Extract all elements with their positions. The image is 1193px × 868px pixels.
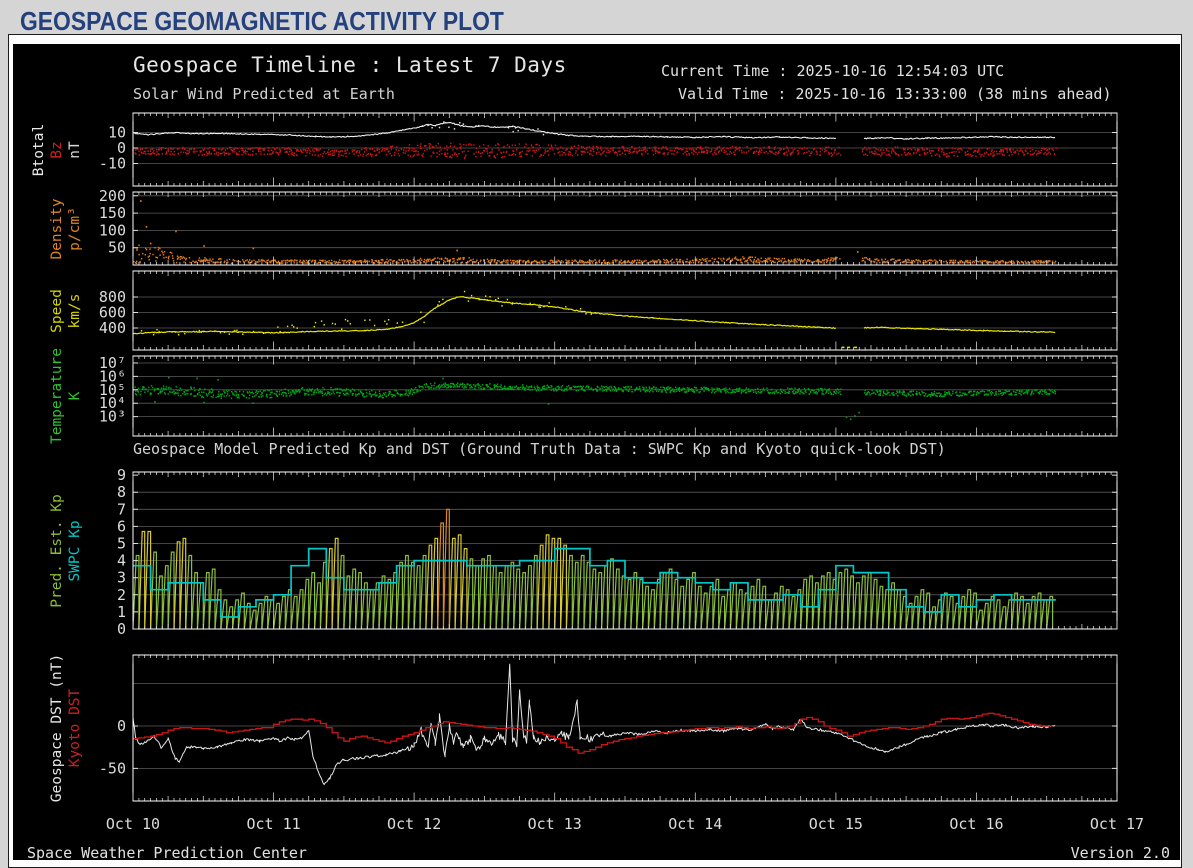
y-tick-label-tmp: 10⁷ [99, 354, 126, 372]
chart-title: Geospace Timeline : Latest 7 Days [133, 53, 567, 77]
y-tick-label-den: 150 [99, 204, 126, 222]
x-tick-label: Oct 14 [668, 815, 723, 833]
y-tick-label-kp: 6 [117, 517, 126, 535]
temperature-outliers [154, 376, 860, 421]
y-tick-label-b: 10 [108, 124, 126, 142]
tick-comb-den [132, 192, 1118, 265]
speed-trace [132, 296, 837, 335]
panel-frame-spd [132, 270, 1118, 351]
pred-kp-bars [437, 508, 450, 630]
y-tick-label-kp: 2 [117, 586, 126, 604]
y-ticks-spd [133, 296, 1117, 329]
temperature-scatter [132, 382, 1057, 400]
y-tick-label-spd: 400 [99, 319, 126, 337]
speed-trace [863, 326, 1056, 334]
y-tick-label-den: 200 [99, 187, 126, 205]
temperature-axis-label: Temperature [49, 347, 65, 445]
tick-comb-spd [132, 271, 1118, 350]
y-tick-label-kp: 1 [117, 603, 126, 621]
btotal-trace [132, 121, 836, 140]
x-tick-label: Oct 15 [808, 815, 863, 833]
y-tick-label-b: 0 [117, 139, 126, 157]
page-title: GEOSPACE GEOMAGNETIC ACTIVITY PLOT [20, 6, 504, 36]
footer-version: Version 2.0 [1070, 844, 1170, 862]
panel-frame-dst [132, 654, 1118, 802]
y-tick-label-den: 50 [108, 239, 126, 257]
temperature-unit-label: K [67, 391, 83, 401]
y-tick-label-tmp: 10⁵ [99, 381, 126, 399]
btotal-axis-label: Btotal [31, 123, 47, 177]
y-tick-label-tmp: 10³ [99, 408, 126, 426]
panel-frame-b [132, 112, 1118, 187]
x-tick-label: Oct 17 [1089, 815, 1145, 833]
bz-axis-label: Bz [49, 141, 65, 159]
bz-scatter [132, 142, 1058, 160]
y-tick-label-b: -10 [99, 155, 126, 173]
swpc-kp-step [133, 547, 1056, 618]
speed-axis-label: Speed [49, 289, 65, 333]
tick-comb-tmp [132, 356, 1118, 436]
speed-scatter [140, 290, 597, 336]
y-tick-label-spd: 800 [99, 288, 126, 306]
y-tick-label-kp: 8 [117, 483, 126, 501]
x-tick-label: Oct 12 [387, 815, 442, 833]
valid-time-label: Valid Time : 2025-10-16 13:33:00 (38 min… [678, 85, 1112, 103]
x-tick-label: Oct 10 [105, 815, 161, 833]
plot-area: 10 0 -10 200 150 100 50 800 600 400 10⁷ 10⁶ 10⁵ 10⁴ 10… [13, 44, 1180, 862]
y-tick-label-kp: 5 [117, 535, 126, 553]
y-tick-label-dst: 0 [117, 717, 126, 735]
footer-source: Space Weather Prediction Center [27, 844, 307, 862]
kyoto-dst-step [133, 712, 1053, 754]
nt-unit-label: nT [67, 141, 83, 159]
y-ticks-b [133, 132, 1117, 164]
y-tick-label-kp: 7 [117, 500, 126, 518]
tick-comb-b [132, 113, 1118, 186]
y-tick-label-kp: 3 [117, 569, 126, 587]
current-time-label: Current Time : 2025-10-16 12:54:03 UTC [661, 62, 1005, 80]
density-axis-label: Density [49, 198, 65, 260]
geospace-dst-trace [132, 663, 1056, 786]
density-outliers [140, 200, 859, 253]
y-tick-label-tmp: 10⁶ [99, 367, 126, 385]
y-tick-label-dst: -50 [99, 759, 126, 777]
y-tick-label-spd: 600 [99, 304, 126, 322]
pred-kp-bars [132, 551, 1054, 630]
y-tick-label-kp: 0 [117, 620, 126, 638]
chart-canvas: 100-102001501005080060040010⁷10⁶10⁵10⁴10… [99, 112, 1118, 802]
panel-frame-kp [132, 471, 1118, 630]
speed-unit-label: km/s [67, 293, 83, 329]
y-ticks-tmp [133, 362, 1117, 418]
kp-dst-subtitle: Geospace Model Predicted Kp and DST (Gro… [133, 440, 946, 458]
x-tick-label: Oct 11 [246, 815, 301, 833]
y-ticks-dst [133, 725, 1117, 769]
y-tick-label-den: 100 [99, 221, 126, 239]
y-tick-label-tmp: 10⁴ [99, 394, 126, 412]
panel-frame-den [132, 191, 1118, 266]
panel-frame-tmp [132, 355, 1118, 437]
pred-kp-bars [138, 530, 567, 630]
btotal-scatter [421, 121, 549, 136]
solar-wind-subtitle: Solar Wind Predicted at Earth [133, 85, 395, 103]
geospace-dst-axis-label: Geospace DST (nT) [49, 653, 65, 803]
y-ticks-kp [133, 474, 1117, 630]
pred-est-kp-axis-label: Pred. Est. Kp [49, 494, 65, 608]
tick-comb-kp [132, 472, 1118, 629]
density-unit-label: p/cm³ [67, 207, 83, 251]
y-ticks-den [133, 195, 1117, 249]
x-tick-label: Oct 16 [949, 815, 1004, 833]
kyoto-dst-axis-label: Kyoto DST [67, 688, 83, 768]
y-tick-label-kp: 9 [117, 466, 126, 484]
tick-comb-dst [132, 655, 1118, 801]
x-tick-label: Oct 13 [527, 815, 582, 833]
btotal-trace [863, 135, 1056, 140]
y-tick-label-kp: 4 [117, 552, 126, 570]
swpc-kp-axis-label: SWPC Kp [67, 520, 83, 582]
plot-window: 10 0 -10 200 150 100 50 800 600 400 10⁷ 10⁶ 10⁵ 10⁴ 10… [8, 34, 1182, 868]
